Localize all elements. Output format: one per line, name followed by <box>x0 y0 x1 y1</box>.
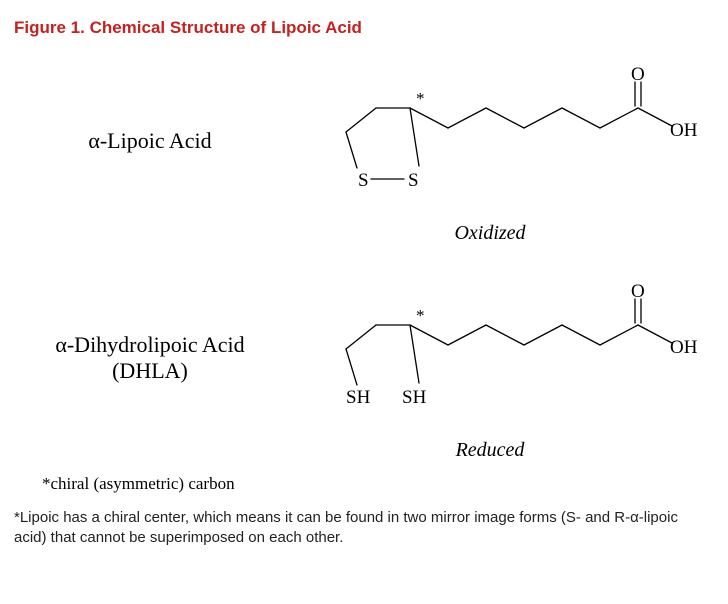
thiol-left: SH <box>346 387 371 408</box>
chiral-asterisk: * <box>416 306 425 325</box>
structure-name-sub: (DHLA) <box>0 358 300 384</box>
carbonyl-O: O <box>631 283 645 302</box>
chiral-note: *chiral (asymmetric) carbon <box>0 466 728 494</box>
structure-row-oxidized: α-Lipoic Acid S S * <box>0 66 728 216</box>
structure-label-oxidized: α-Lipoic Acid <box>0 128 300 154</box>
chiral-asterisk: * <box>416 89 425 108</box>
lipoic-acid-structure: S S * O OH <box>324 66 704 216</box>
sulfur-left: S <box>358 170 369 191</box>
structure-row-reduced: α-Dihydrolipoic Acid (DHLA) SH SH * <box>0 283 728 433</box>
state-oxidized: Oxidized <box>300 222 680 245</box>
carbonyl-O: O <box>631 66 645 85</box>
structure-svg-oxidized: S S * O OH <box>300 66 728 216</box>
structure-name: α-Lipoic Acid <box>88 128 211 153</box>
figure-title: Figure 1. Chemical Structure of Lipoic A… <box>0 0 728 38</box>
structure-name: α-Dihydrolipoic Acid <box>0 332 300 358</box>
dhla-structure: SH SH * O OH <box>324 283 704 433</box>
hydroxyl-OH: OH <box>670 120 698 141</box>
thiol-right: SH <box>402 387 427 408</box>
footer-caption: *Lipoic has a chiral center, which means… <box>0 494 728 549</box>
structure-label-reduced: α-Dihydrolipoic Acid (DHLA) <box>0 332 300 384</box>
sulfur-right: S <box>408 170 419 191</box>
hydroxyl-OH: OH <box>670 337 698 358</box>
state-reduced: Reduced <box>300 439 680 462</box>
structure-svg-reduced: SH SH * O OH <box>300 283 728 433</box>
